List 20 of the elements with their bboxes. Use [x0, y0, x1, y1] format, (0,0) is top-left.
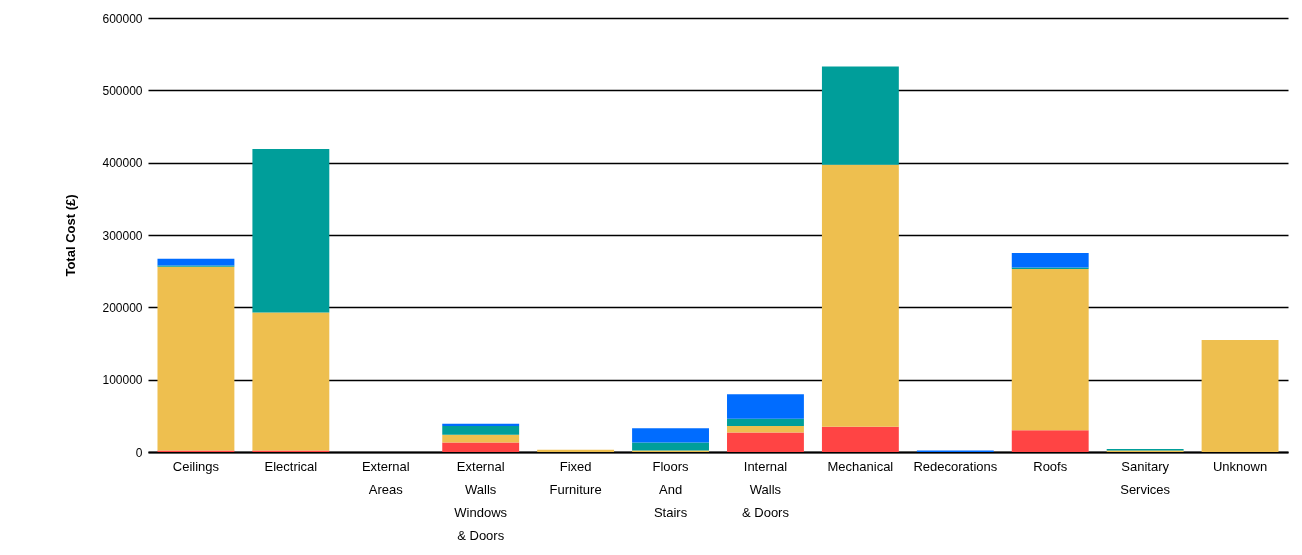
x-tick-label: Sanitary Services	[1120, 458, 1171, 497]
x-tick-label: Mechanical	[827, 458, 894, 474]
y-tick-label: 0	[135, 445, 143, 460]
y-tick-label: 400000	[102, 156, 143, 171]
x-tick-label: Electrical	[264, 458, 318, 474]
y-tick-label: 100000	[102, 373, 143, 388]
x-tick-label: Unknown	[1212, 458, 1268, 474]
x-tick-label: Internal Walls & Doors	[741, 458, 790, 520]
y-tick-label: 200000	[102, 300, 143, 315]
y-axis-title: Total Cost (£)	[63, 194, 79, 277]
x-tick-label: Ceilings	[172, 458, 220, 474]
y-tick-label: 600000	[102, 11, 143, 26]
x-tick-label: Floors And Stairs	[652, 458, 690, 520]
x-tick-label: External Areas	[361, 458, 410, 497]
x-tick-label: Redecorations	[913, 458, 998, 474]
y-tick-label: 500000	[102, 83, 143, 98]
x-tick-label: External Walls Windows & Doors	[454, 458, 508, 543]
y-tick-label: 300000	[102, 228, 143, 243]
x-tick-label: Roofs	[1033, 458, 1068, 474]
x-tick-label: Fixed Furniture	[549, 458, 602, 497]
